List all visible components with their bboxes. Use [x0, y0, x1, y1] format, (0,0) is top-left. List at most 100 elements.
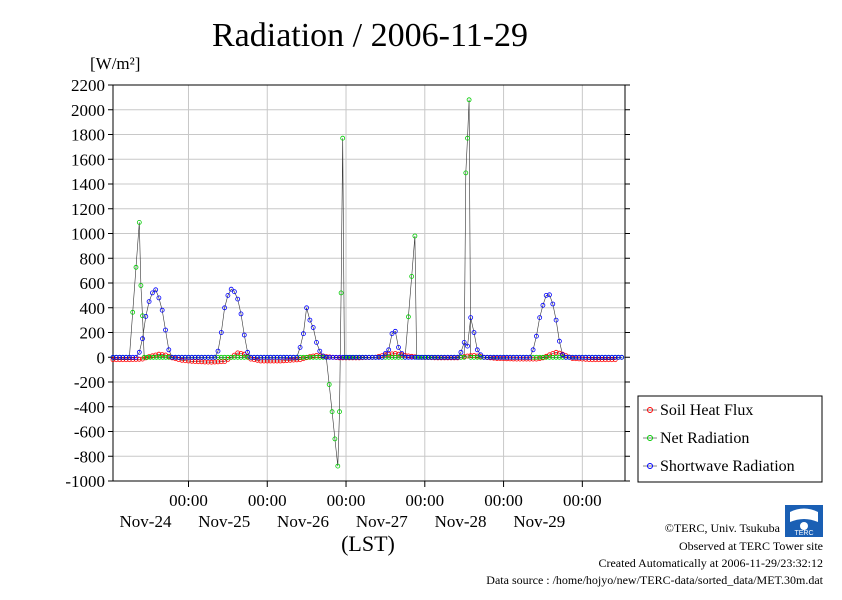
- data-point: [573, 354, 579, 360]
- data-point: [218, 354, 224, 360]
- x-axis-ticks: 00:00 Nov-24 00:00 Nov-25 00:00 Nov-26 00:00 No…: [120, 481, 602, 531]
- data-point: [202, 359, 208, 365]
- data-point: [130, 357, 136, 363]
- data-point: [186, 354, 191, 360]
- data-point: [461, 354, 467, 360]
- data-point: [589, 357, 595, 363]
- grid-lines: [113, 84, 625, 482]
- x-axis-label: (LST): [341, 531, 395, 556]
- data-point: [143, 313, 149, 319]
- data-point: [596, 354, 602, 360]
- data-point: [534, 354, 539, 360]
- data-point: [136, 349, 142, 355]
- data-point: [530, 354, 536, 360]
- data-point: [163, 354, 169, 360]
- data-point: [149, 290, 155, 296]
- data-point: [465, 343, 470, 349]
- data-point: [474, 347, 480, 353]
- data-point: [602, 357, 608, 363]
- data-point: [294, 354, 300, 360]
- data-point: [238, 311, 244, 317]
- data-point: [560, 352, 565, 358]
- data-point: [478, 354, 484, 360]
- data-point: [144, 354, 150, 360]
- data-point: [264, 354, 270, 360]
- y-tick-label: 1400: [71, 175, 105, 194]
- data-point: [514, 354, 520, 360]
- legend-marker: [647, 435, 653, 441]
- data-point: [451, 354, 457, 360]
- data-point: [225, 354, 231, 360]
- data-point: [238, 354, 244, 360]
- data-point: [478, 352, 484, 358]
- y-tick-label: -1000: [65, 472, 105, 491]
- data-point: [218, 359, 224, 365]
- data-point: [586, 354, 592, 360]
- data-point: [297, 357, 303, 363]
- data-point: [537, 354, 543, 360]
- data-point: [448, 354, 454, 360]
- data-point: [117, 357, 122, 363]
- legend-label: Soil Heat Flux: [660, 402, 753, 419]
- data-point: [471, 330, 477, 335]
- data-point: [468, 354, 474, 360]
- data-point: [110, 357, 116, 363]
- data-point: [228, 354, 234, 360]
- data-point: [432, 354, 438, 360]
- data-point: [317, 348, 323, 354]
- data-point: [415, 354, 421, 360]
- legend-box: [637, 395, 823, 483]
- data-point: [209, 354, 214, 360]
- x-tick-date: Nov-25: [198, 512, 250, 531]
- legend: Soil Heat Flux Net Radiation Shortwave Rad…: [637, 395, 823, 483]
- data-point: [287, 354, 293, 360]
- data-point: [606, 357, 611, 363]
- data-point: [337, 354, 342, 360]
- x-tick-date: Nov-28: [435, 512, 487, 531]
- data-point: [176, 357, 182, 362]
- data-point: [153, 287, 159, 293]
- data-point: [487, 354, 493, 360]
- x-tick-time: 00:00: [248, 491, 287, 510]
- data-point: [511, 354, 516, 360]
- data-point: [254, 354, 260, 360]
- data-point: [251, 354, 257, 360]
- data-point: [138, 283, 144, 288]
- x-tick-time: 00:00: [327, 491, 366, 510]
- data-point: [241, 354, 247, 360]
- data-point: [212, 354, 218, 360]
- data-point: [222, 354, 228, 360]
- y-tick-label: 400: [80, 299, 106, 318]
- data-point: [396, 344, 401, 350]
- data-point: [192, 354, 198, 360]
- data-point: [481, 354, 487, 360]
- data-point: [586, 357, 592, 362]
- data-point: [566, 354, 572, 360]
- data-point: [576, 354, 582, 360]
- data-point: [172, 354, 178, 360]
- data-point: [497, 354, 503, 360]
- data-point: [281, 358, 287, 364]
- data-point: [281, 354, 287, 360]
- data-point: [120, 357, 126, 363]
- data-point: [126, 354, 132, 360]
- data-point: [389, 331, 395, 337]
- x-tick-date: Nov-24: [120, 512, 172, 531]
- y-tick-label: -200: [74, 373, 105, 392]
- data-point: [553, 354, 559, 360]
- wave-icon: [790, 508, 818, 522]
- data-point: [343, 354, 349, 360]
- plot-frame: [112, 84, 626, 482]
- data-point: [130, 309, 136, 315]
- legend-marker: [647, 463, 653, 469]
- data-point: [332, 436, 338, 442]
- data-point: [409, 273, 415, 279]
- data-point: [304, 305, 310, 311]
- data-point: [215, 348, 221, 354]
- data-point: [609, 354, 615, 360]
- data-point: [534, 333, 539, 339]
- data-point: [468, 315, 474, 321]
- data-point: [195, 354, 201, 360]
- y-tick-label: -600: [74, 423, 105, 442]
- data-point: [527, 354, 533, 360]
